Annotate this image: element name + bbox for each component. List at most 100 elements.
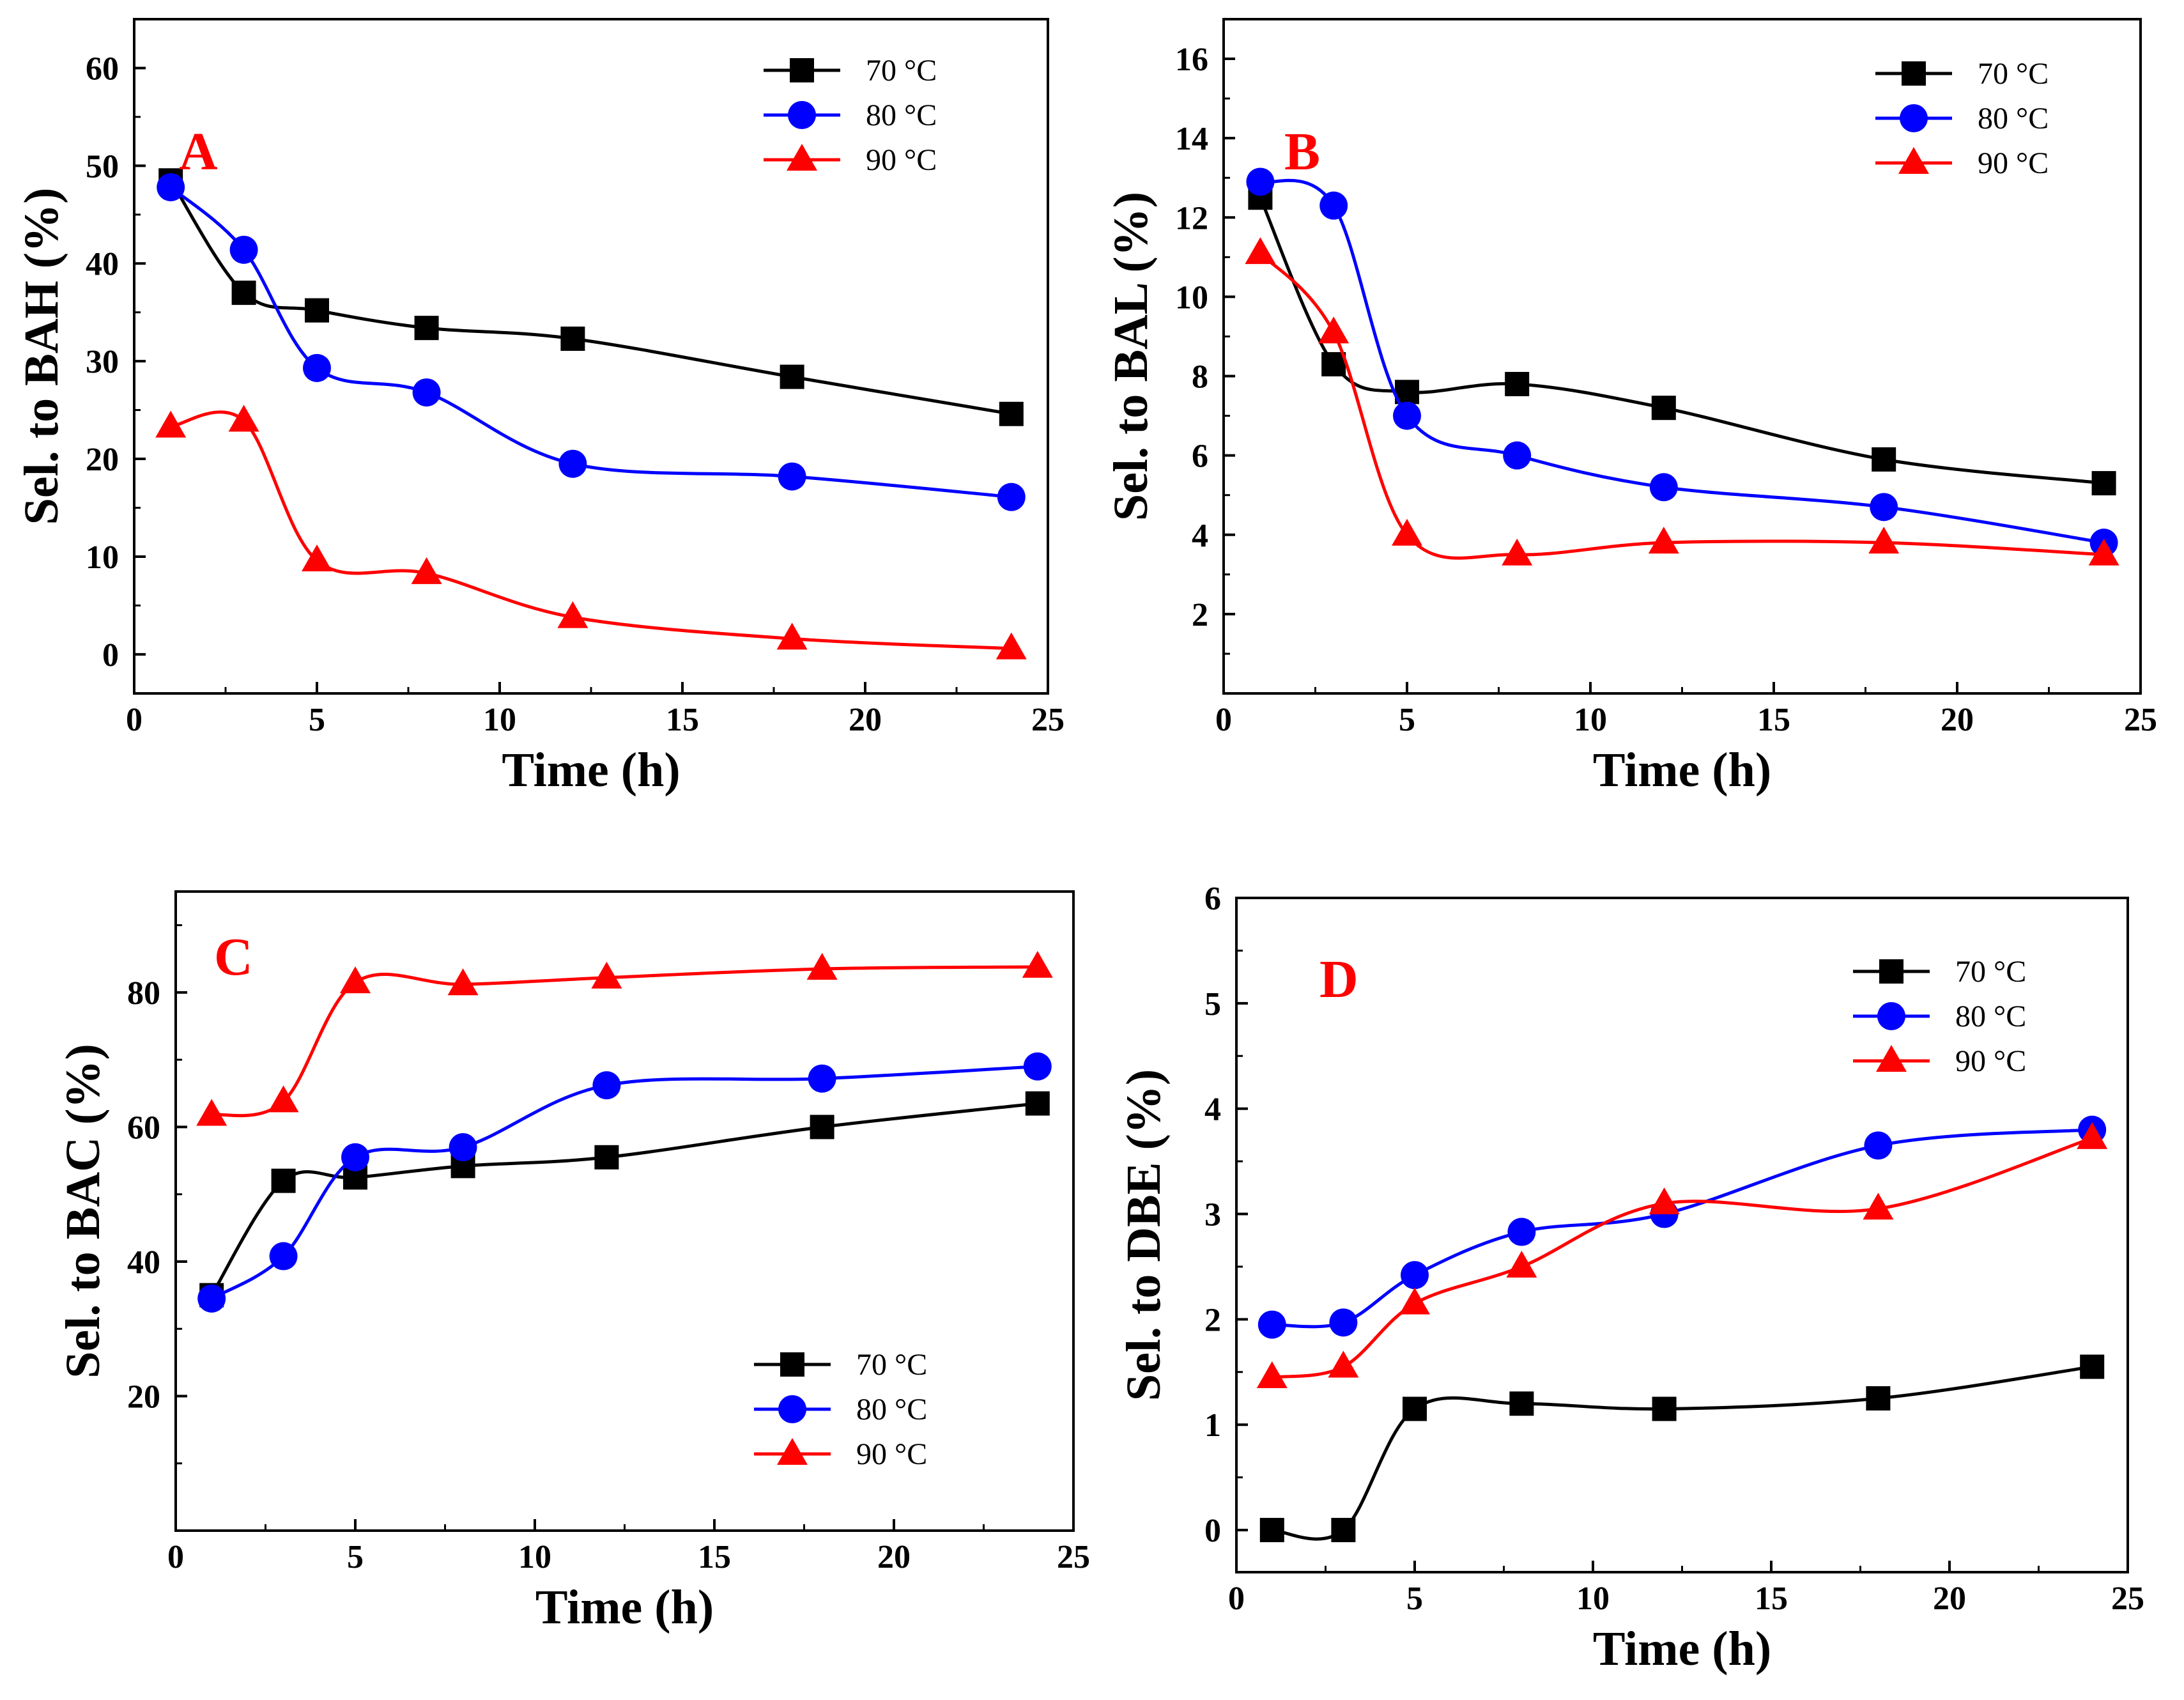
y-tick-label: 40 [86,246,119,282]
legend-label: 90 °C [866,143,937,177]
legend-label: 90 °C [1955,1044,2026,1078]
data-point [341,1143,369,1171]
legend-label: 70 °C [1955,955,2026,989]
data-point [1256,1361,1288,1389]
x-tick-label: 20 [1941,702,1974,738]
data-point [340,966,371,994]
series-line [170,410,1011,651]
data-point [1403,1396,1427,1421]
legend-marker [1877,1002,1905,1030]
data-point [1868,527,1900,554]
panel-letter: D [1319,950,1358,1009]
y-tick-label: 10 [1175,279,1208,316]
data-point [778,462,806,491]
y-tick-label: 50 [86,148,119,185]
legend-marker [787,144,817,171]
y-tick-label: 80 [127,975,160,1012]
series-line [1259,197,2104,485]
y-tick-label: 5 [1204,986,1221,1023]
data-point [557,601,588,628]
x-tick-label: 10 [1576,1580,1610,1617]
data-point [558,449,587,478]
x-axis-title: Time (h) [1593,1622,1771,1676]
data-point [1651,396,1676,421]
y-tick-label: 40 [127,1244,160,1281]
y-tick-label: 4 [1192,518,1208,554]
data-point [268,1085,299,1113]
legend: 70 °C 80 °C 90 °C [764,54,937,177]
legend-marker [777,1438,808,1465]
series-line [1272,1365,2093,1541]
data-point [592,1071,621,1100]
series-line [169,179,1012,416]
y-tick-label: 6 [1204,881,1221,917]
data-point [1246,167,1275,196]
data-point [1022,950,1053,978]
legend-label: 80 °C [1955,1000,2026,1033]
y-axis-title: Sel. to BAL (%) [1104,192,1158,521]
data-point [1318,316,1350,344]
data-point [560,326,585,351]
y-tick-label: 60 [127,1109,160,1146]
data-point [999,401,1024,426]
series-line [1259,252,2104,560]
y-tick-label: 6 [1192,438,1208,475]
x-tick-label: 5 [347,1539,364,1575]
data-point [591,961,622,989]
data-point [1329,1308,1358,1337]
x-tick-label: 10 [483,702,516,738]
legend-marker [780,1352,804,1377]
data-point [1321,352,1346,376]
data-point [1872,447,1896,472]
data-point [411,557,442,584]
x-tick-label: 10 [1574,702,1607,738]
y-tick-label: 0 [1204,1513,1221,1549]
panel-D: 0 5 10 15 20 25 0 1 2 3 4 5 6 Time (h) Sel. to DBE (%)… [1117,881,2144,1676]
y-axis-title: Sel. to BAH (%) [15,188,68,525]
y-tick-label: 8 [1192,359,1208,396]
x-tick-label: 5 [1406,1580,1423,1617]
data-point [1509,1391,1534,1416]
y-tick-label: 30 [86,344,119,380]
panel-letter: B [1284,122,1320,182]
legend-label: 80 °C [866,98,937,132]
legend-marker [1876,1045,1907,1072]
legend-marker [788,101,816,129]
data-point [414,316,439,341]
data-point [594,1145,619,1170]
data-point [1331,1518,1356,1543]
panel-A: 0 5 10 15 20 25 0 10 20 30 40 50 60 Time (h) Sel. to B… [15,18,1065,797]
data-point [1502,538,1533,566]
legend-label: 70 °C [856,1348,927,1382]
legend-marker [778,1395,806,1423]
data-point [997,483,1026,511]
x-axis-title: Time (h) [502,743,680,797]
series-80c [1246,167,2118,557]
data-point [1870,493,1898,522]
data-point [1401,1261,1429,1290]
series-line [169,186,1012,499]
x-tick-label: 20 [849,702,882,738]
series-90c [1256,1122,2108,1389]
x-tick-label: 25 [2124,702,2157,738]
series-70c [1248,185,2116,496]
legend: 70 °C 80 °C 90 °C [754,1348,927,1471]
data-point [228,405,259,432]
series-90c [155,405,1027,660]
data-point [1328,1350,1359,1378]
data-point [1506,1250,1537,1278]
x-tick-label: 15 [666,702,699,738]
data-point [271,1168,296,1193]
legend-label: 70 °C [866,54,937,88]
legend: 70 °C 80 °C 90 °C [1853,955,2026,1078]
y-tick-label: 14 [1175,121,1208,157]
y-tick-label: 1 [1204,1407,1221,1444]
x-tick-label: 15 [1757,702,1790,738]
panel-B: 0 5 10 15 20 25 2 4 6 8 10 12 14 16 Time (h) Sel. to BA… [1104,18,2157,797]
series-90c [1245,237,2119,566]
data-point [303,353,331,382]
legend-label: 90 °C [1978,146,2049,180]
data-point [197,1284,226,1313]
y-tick-label: 3 [1204,1197,1221,1233]
x-tick-label: 20 [1933,1580,1966,1617]
